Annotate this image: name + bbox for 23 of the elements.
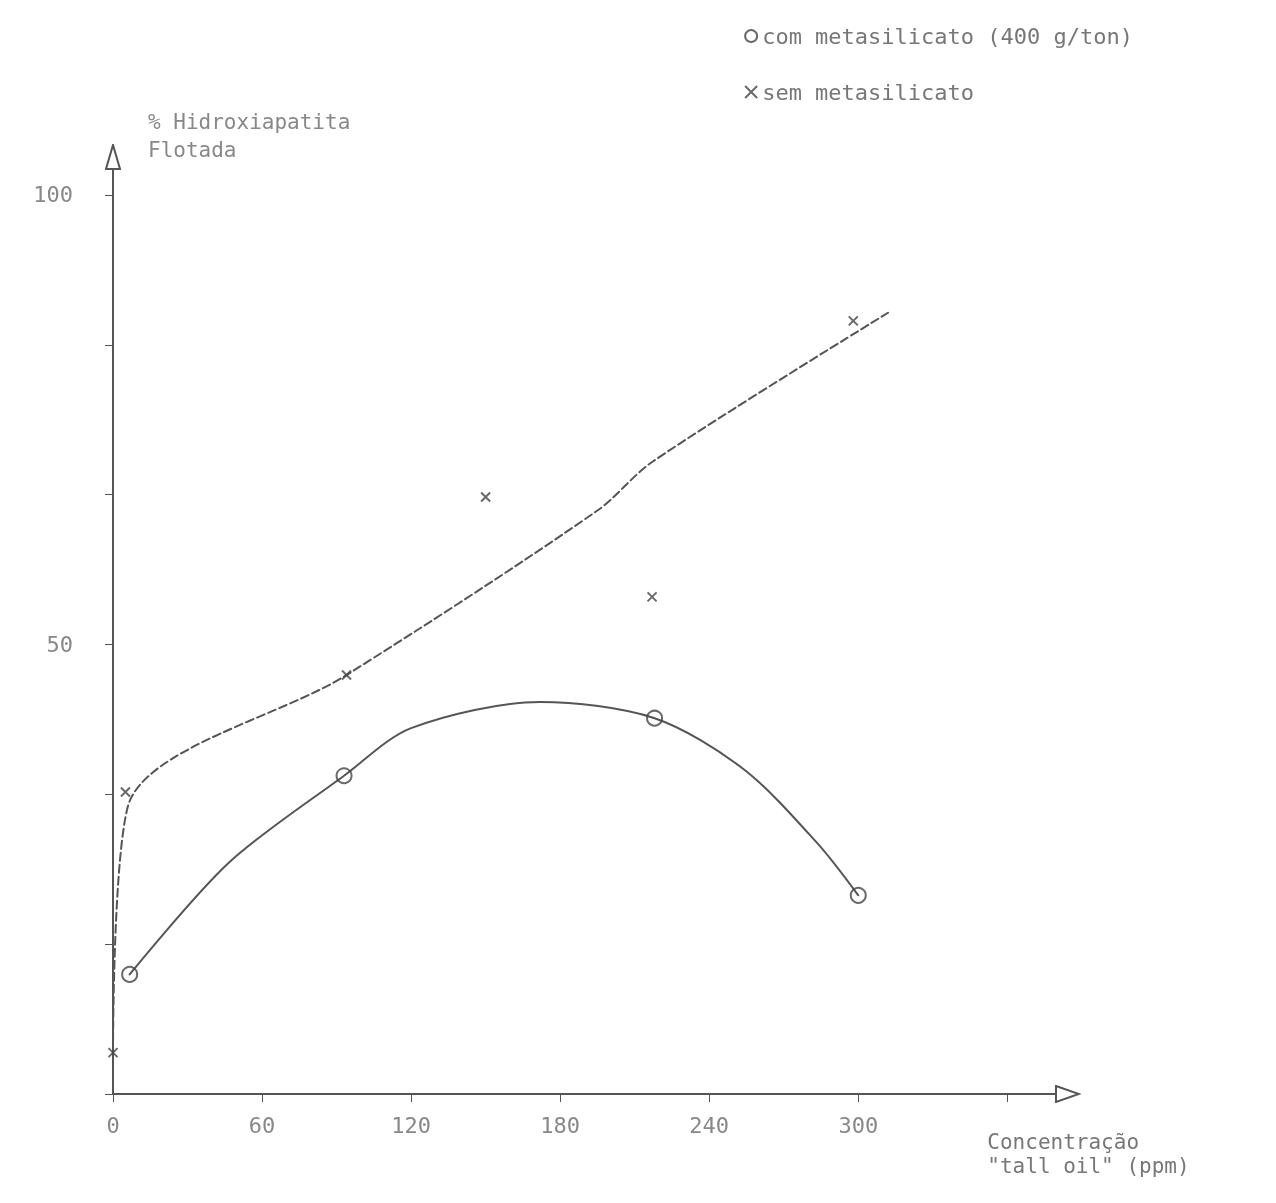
y-tick-label: 50 bbox=[46, 631, 73, 657]
x-tick-label: 240 bbox=[689, 1112, 730, 1138]
point bbox=[646, 709, 664, 727]
x-tick-label: 300 bbox=[838, 1112, 879, 1138]
y-tick-label: 100 bbox=[33, 182, 73, 208]
point bbox=[121, 965, 139, 983]
point bbox=[646, 591, 658, 603]
x-tick-label: 0 bbox=[106, 1112, 120, 1138]
point bbox=[849, 886, 867, 904]
y-axis-title: % Hidroxiapatita Flotada bbox=[148, 110, 351, 162]
point bbox=[107, 1047, 119, 1059]
point bbox=[847, 315, 859, 327]
legend-label: com metasilicato (400 g/ton) bbox=[762, 23, 1134, 49]
point bbox=[480, 491, 492, 503]
point bbox=[341, 669, 353, 681]
point bbox=[119, 786, 131, 798]
x-tick-label: 120 bbox=[391, 1112, 431, 1138]
x-tick-label: 180 bbox=[540, 1112, 581, 1138]
point bbox=[335, 767, 353, 785]
x-tick-label: 60 bbox=[248, 1112, 276, 1138]
x-axis-title: Concentração "tall oil" (ppm) bbox=[987, 1130, 1190, 1178]
legend-label: sem metasilicato bbox=[762, 79, 975, 105]
line-series bbox=[128, 701, 860, 976]
